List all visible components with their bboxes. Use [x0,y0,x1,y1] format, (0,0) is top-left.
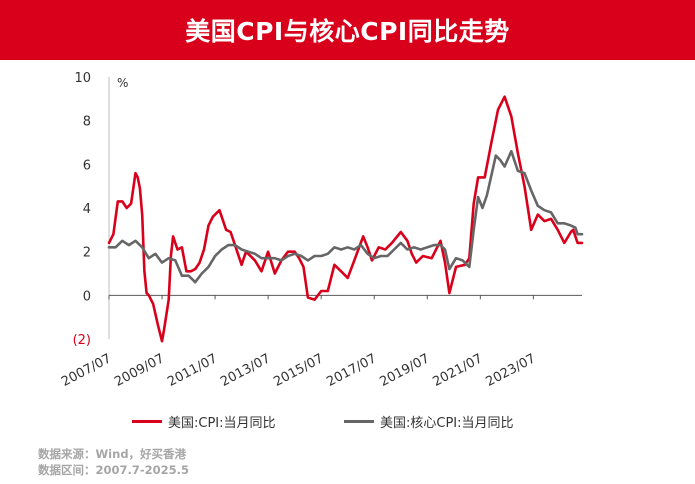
title-banner: 美国CPI与核心CPI同比走势 [0,0,695,60]
y-tick-label: 8 [83,115,91,130]
x-tick-label: 2017/07 [324,351,379,390]
x-tick-label: 2013/07 [218,351,273,390]
y-tick-label: 0 [83,289,91,304]
chart-legend: 美国:CPI:当月同比 美国:核心CPI:当月同比 [0,412,695,434]
legend-item-cpi: 美国:CPI:当月同比 [132,412,276,431]
y-tick-label: 2 [83,246,91,261]
chart-title: 美国CPI与核心CPI同比走势 [185,17,510,46]
source-note: 数据来源：Wind，好买香港 数据区间：2007.7-2025.5 [38,446,189,478]
range-line: 数据区间：2007.7-2025.5 [38,463,190,477]
x-tick-label: 2023/07 [484,351,539,390]
legend-label-core-cpi: 美国:核心CPI:当月同比 [380,416,514,431]
legend-label-cpi: 美国:CPI:当月同比 [168,416,276,431]
x-tick-label: 2011/07 [165,351,220,390]
legend-swatch-cpi [132,420,162,423]
x-tick-label: 2021/07 [430,351,485,390]
y-unit-label: % [117,76,128,90]
x-tick-label: 2019/07 [377,351,432,390]
source-line: 数据来源：Wind，好买香港 [38,447,187,461]
legend-item-core-cpi: 美国:核心CPI:当月同比 [344,412,514,431]
y-tick-label: (2) [73,333,91,348]
x-tick-label: 2009/07 [112,351,167,390]
x-tick-label: 2007/07 [59,351,114,390]
y-tick-label: 4 [83,202,91,217]
y-tick-label: 10 [74,71,91,86]
core-cpi-series-line [107,149,584,284]
legend-swatch-core-cpi [344,420,374,423]
cpi-series-line [107,95,584,343]
x-tick-label: 2015/07 [271,351,326,390]
y-tick-label: 6 [83,158,91,173]
